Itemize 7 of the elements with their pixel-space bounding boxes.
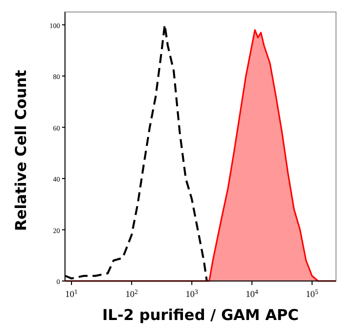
y-axis-title: Relative Cell Count: [12, 70, 30, 232]
x-tick-label: 10$^{4}$: [246, 288, 259, 299]
x-tick-label: 10$^{3}$: [186, 288, 199, 299]
x-tick-label: 10$^{1}$: [65, 288, 78, 299]
x-axis-title: IL-2 purified / GAM APC: [102, 306, 299, 324]
x-tick-label: 10$^{5}$: [306, 288, 319, 299]
x-tick-label: 10$^{2}$: [125, 288, 138, 299]
